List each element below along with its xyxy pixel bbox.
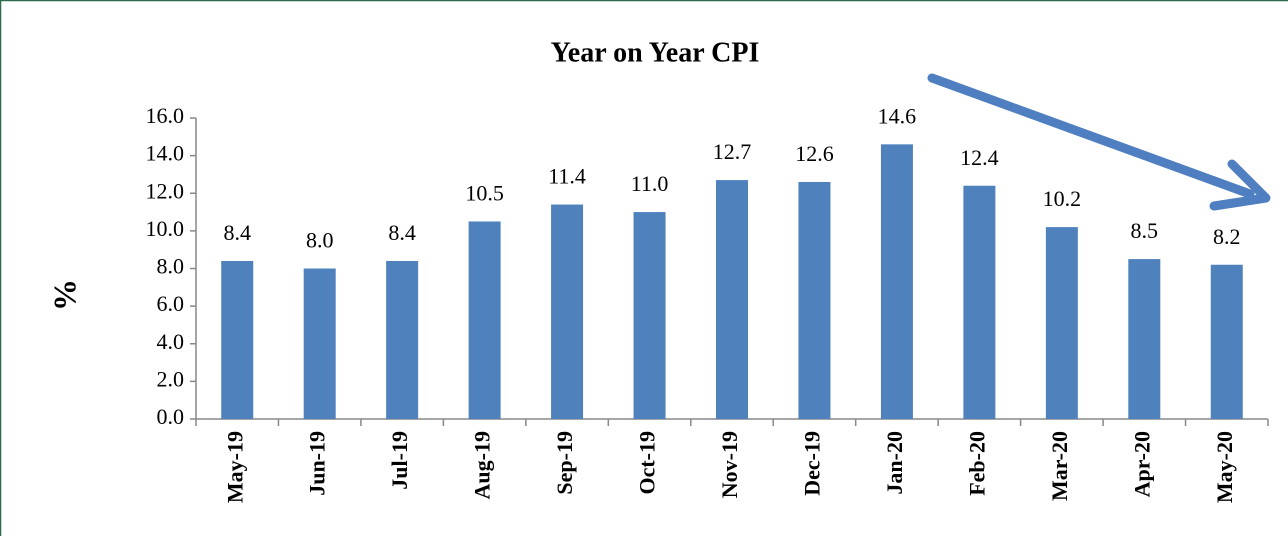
bar [716,180,748,419]
x-tick-label: Jun-19 [305,431,330,496]
bar [1210,264,1243,419]
bar [386,260,419,419]
bar [551,204,584,419]
data-label: 8.0 [306,228,334,253]
x-tick-label: Aug-19 [470,431,495,499]
y-tick-label: 12.0 [146,178,185,203]
bar [468,221,501,419]
y-tick-label: 4.0 [157,329,185,354]
data-label: 12.6 [795,141,834,166]
data-label: 11.0 [631,171,669,196]
data-label: 10.2 [1043,186,1082,211]
x-tick-label: May-20 [1212,431,1237,503]
data-label: 10.5 [465,181,504,206]
bar [880,144,913,419]
bar [221,260,254,419]
bar [303,268,336,419]
data-label: 8.4 [388,220,416,245]
y-tick-label: 16.0 [146,103,185,128]
x-tick-label: May-19 [222,431,247,503]
bar [1128,259,1161,419]
y-tick-label: 14.0 [146,141,185,166]
y-tick-label: 8.0 [157,254,185,279]
chart-title: Year on Year CPI [551,37,760,68]
y-axis-label: % [46,279,82,311]
x-tick-label: Jul-19 [387,431,412,490]
x-tick-label: Nov-19 [717,431,742,498]
trend-arrow [927,73,1271,211]
bar [798,181,831,419]
x-tick-label: Jan-20 [882,431,907,495]
x-tick-label: Feb-20 [964,431,989,496]
y-tick-label: 2.0 [157,366,185,391]
data-label: 8.4 [223,220,251,245]
data-label: 8.5 [1131,218,1159,243]
y-tick-label: 10.0 [146,216,185,241]
y-tick-label: 0.0 [157,404,185,429]
data-label: 14.6 [878,103,917,128]
x-tick-label: Oct-19 [635,431,660,495]
x-tick-label: Dec-19 [800,431,825,496]
data-label: 12.7 [713,139,752,164]
data-label: 8.2 [1213,224,1241,249]
bar [963,185,996,419]
x-tick-label: Mar-20 [1047,431,1072,501]
bar [633,212,666,419]
y-tick-label: 6.0 [157,291,185,316]
bar [1045,227,1078,419]
x-tick-label: Sep-19 [552,431,577,495]
data-label: 12.4 [960,145,999,170]
x-tick-label: Apr-20 [1129,431,1154,497]
data-label: 11.4 [548,164,586,189]
